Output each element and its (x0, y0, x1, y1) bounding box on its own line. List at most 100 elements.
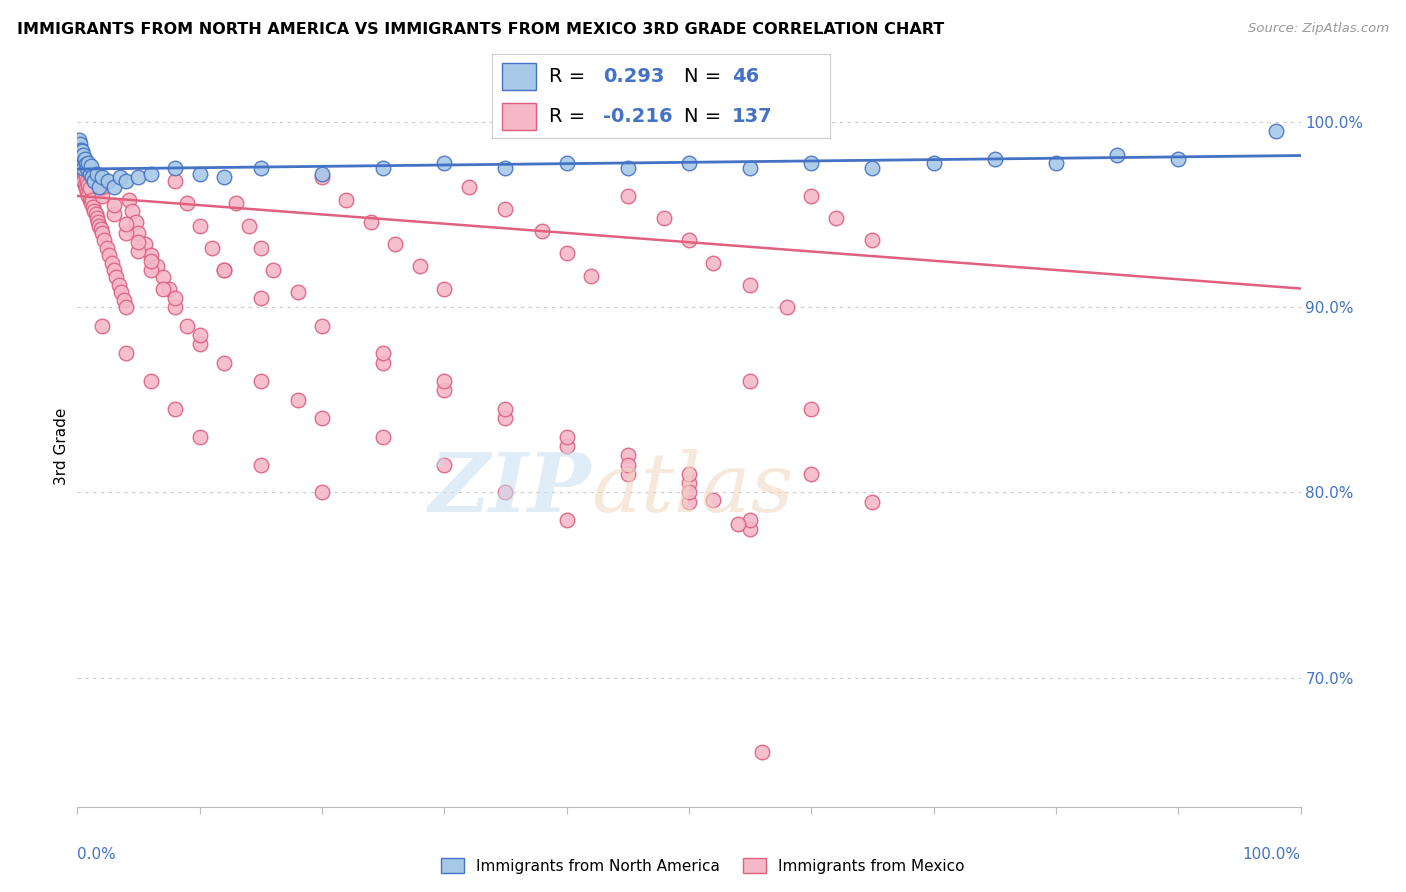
Point (67, 143, 90, 157)
Point (77, 178, 100, 192)
Point (579, 268, 602, 283)
Point (83, 203, 105, 218)
Point (617, 467, 640, 481)
Point (824, 211, 846, 226)
Point (82, 200, 104, 214)
Point (1265, 124, 1288, 138)
Point (70, 145, 93, 159)
Y-axis label: 3rd Grade: 3rd Grade (53, 408, 69, 484)
Point (90, 318, 112, 333)
Text: R =: R = (550, 107, 586, 126)
Point (112, 293, 135, 307)
Point (225, 196, 247, 211)
Point (72, 174, 94, 188)
Point (250, 241, 273, 255)
Point (83, 174, 105, 188)
Point (100, 255, 122, 269)
Point (80, 170, 103, 185)
Point (80, 159, 103, 173)
Point (90, 226, 112, 240)
Legend: Immigrants from North America, Immigrants from Mexico: Immigrants from North America, Immigrant… (434, 852, 972, 880)
Point (69, 136, 91, 151)
Point (72, 163, 94, 178)
Point (212, 170, 235, 185)
Point (134, 237, 156, 252)
Point (188, 430, 211, 444)
Point (89, 179, 111, 194)
Point (125, 215, 148, 229)
Text: 46: 46 (731, 67, 759, 86)
Point (69, 161, 91, 175)
Point (1167, 152, 1189, 166)
Point (984, 152, 1007, 166)
Point (555, 513, 578, 527)
Point (433, 281, 456, 295)
Point (201, 241, 224, 255)
Point (115, 300, 138, 314)
Bar (502, 103, 536, 130)
Point (862, 494, 884, 508)
Point (727, 516, 749, 531)
Point (103, 179, 125, 194)
Point (86, 211, 108, 226)
Point (76, 185, 98, 199)
Point (69, 152, 91, 166)
Point (371, 430, 394, 444)
Point (96, 241, 118, 255)
Point (70, 143, 93, 157)
Point (555, 430, 578, 444)
Text: Source: ZipAtlas.com: Source: ZipAtlas.com (1249, 22, 1389, 36)
Point (311, 170, 333, 185)
Point (121, 203, 143, 218)
Point (384, 237, 406, 252)
Point (371, 346, 394, 360)
Point (617, 189, 640, 203)
Point (212, 263, 235, 277)
Point (87, 215, 110, 229)
Point (69, 148, 91, 162)
Point (188, 167, 211, 181)
Point (617, 448, 640, 462)
Point (433, 374, 456, 388)
Point (617, 458, 640, 472)
Point (740, 522, 762, 536)
Point (79, 193, 101, 207)
Point (165, 300, 187, 314)
Point (70, 159, 93, 173)
Point (250, 291, 273, 305)
Point (139, 374, 162, 388)
Text: atlas: atlas (591, 450, 793, 529)
Point (740, 513, 762, 527)
Point (84, 207, 107, 221)
Point (80, 196, 103, 211)
Text: -0.216: -0.216 (603, 107, 673, 126)
Point (108, 170, 131, 185)
Point (311, 167, 333, 181)
Point (678, 485, 700, 500)
Point (72, 148, 94, 162)
Point (800, 401, 823, 416)
Point (702, 255, 724, 269)
Point (127, 244, 149, 259)
Point (262, 263, 284, 277)
Text: R =: R = (550, 67, 586, 86)
Point (495, 202, 517, 216)
Point (188, 337, 211, 351)
Text: N =: N = (685, 107, 721, 126)
Point (555, 155, 578, 169)
Point (654, 211, 676, 226)
Point (751, 745, 773, 759)
Point (70, 159, 93, 173)
Point (146, 260, 169, 274)
Point (371, 356, 394, 370)
Point (70, 167, 93, 181)
Point (740, 161, 762, 175)
Point (139, 167, 162, 181)
Point (287, 392, 309, 407)
Point (433, 458, 456, 472)
Bar (502, 62, 536, 90)
Point (105, 270, 128, 285)
Point (70, 155, 93, 169)
Point (73, 178, 96, 192)
Point (678, 233, 700, 247)
